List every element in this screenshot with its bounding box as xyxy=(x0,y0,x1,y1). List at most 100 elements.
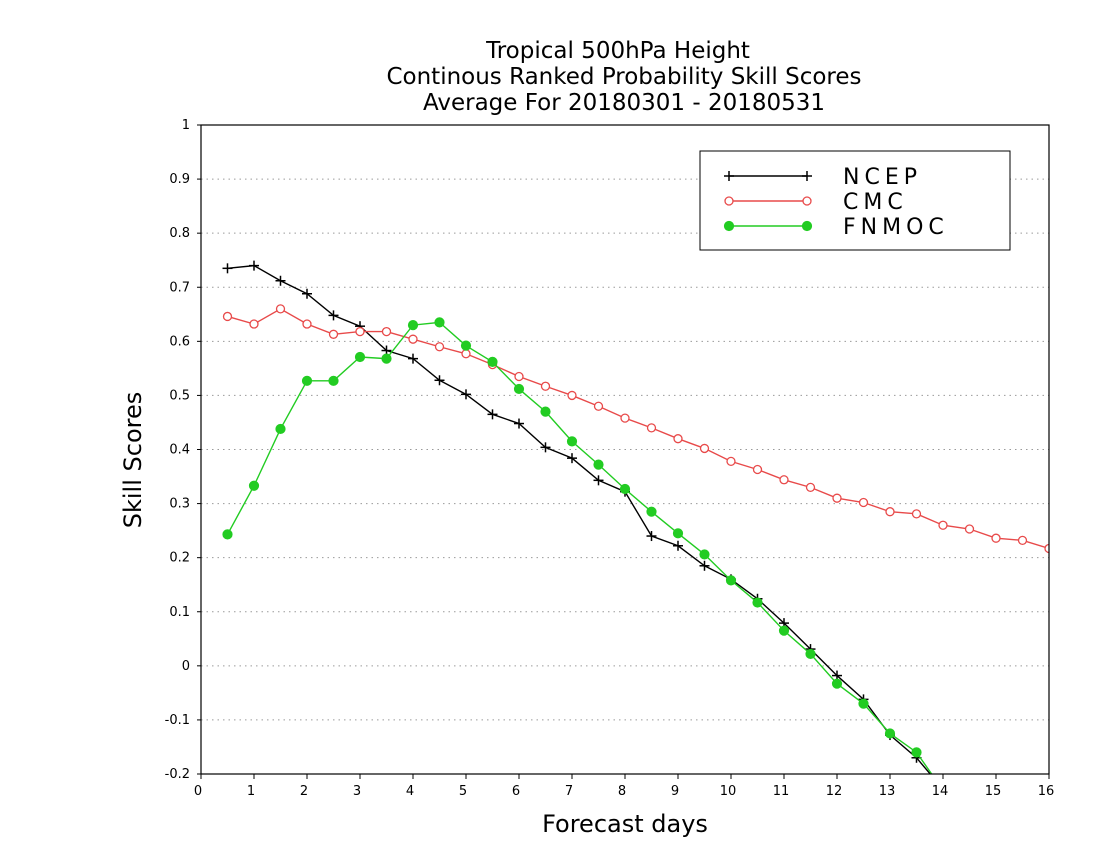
y-tick-label: 0 xyxy=(182,659,190,674)
data-point-ncep xyxy=(275,275,286,286)
data-point-cmc xyxy=(1044,543,1049,554)
y-tick-label: 0.9 xyxy=(169,172,190,187)
data-point-fnmoc xyxy=(407,320,419,331)
title-line-3: Average For 20180301 - 20180531 xyxy=(423,90,825,116)
data-point-cmc xyxy=(726,456,736,467)
x-tick-label: 12 xyxy=(826,784,843,799)
x-tick-label: 3 xyxy=(353,784,361,799)
data-point-fnmoc xyxy=(619,483,631,495)
data-point-fnmoc xyxy=(593,459,604,470)
data-point-ncep xyxy=(699,560,710,571)
y-tick-label: 0.1 xyxy=(169,605,190,620)
legend-marker-ncep xyxy=(802,171,812,181)
data-point-cmc xyxy=(461,349,471,359)
data-point-cmc xyxy=(593,401,604,411)
data-point-fnmoc xyxy=(381,353,392,364)
data-point-fnmoc xyxy=(248,480,260,491)
data-point-cmc xyxy=(222,311,233,322)
x-tick-label: 16 xyxy=(1038,784,1055,799)
data-point-cmc xyxy=(911,509,922,519)
data-point-cmc xyxy=(858,497,869,508)
x-tick-label: 1 xyxy=(247,784,255,799)
data-point-fnmoc xyxy=(566,436,578,447)
data-point-ncep xyxy=(249,260,259,271)
y-tick-label: -0.2 xyxy=(165,767,190,782)
x-tick-label: 6 xyxy=(512,784,520,799)
legend-label-fnmoc: FNMOC xyxy=(843,215,949,240)
data-point-fnmoc xyxy=(858,698,869,709)
y-tick-label: -0.1 xyxy=(165,713,190,728)
data-point-fnmoc xyxy=(725,575,737,586)
data-point-cmc xyxy=(964,524,975,534)
data-point-cmc xyxy=(832,493,842,503)
y-axis-label: Skill Scores xyxy=(119,392,147,529)
data-point-cmc xyxy=(938,520,948,530)
data-point-ncep xyxy=(222,263,233,274)
x-tick-label: 10 xyxy=(720,784,737,799)
data-point-fnmoc xyxy=(752,597,763,608)
series-line-ncep xyxy=(227,264,932,774)
legend-marker-ncep xyxy=(724,171,734,181)
title-line-2: Continous Ranked Probability Skill Score… xyxy=(386,64,861,90)
x-tick-label: 13 xyxy=(879,784,896,799)
chart-title: Tropical 500hPa Height Continous Ranked … xyxy=(386,38,861,116)
data-point-cmc xyxy=(699,443,710,454)
x-tick-label: 9 xyxy=(671,784,679,799)
legend-marker-cmc xyxy=(724,196,734,206)
series-ncep xyxy=(222,260,932,774)
y-tick-label: 0.4 xyxy=(169,443,190,458)
x-tick-label: 14 xyxy=(932,784,949,799)
series-cmc xyxy=(222,304,1049,554)
data-point-fnmoc xyxy=(301,375,313,386)
data-point-ncep xyxy=(540,442,551,453)
series-fnmoc xyxy=(222,317,933,774)
data-point-cmc xyxy=(355,326,365,337)
legend-label-cmc: CMC xyxy=(843,190,908,215)
y-tick-label: 0.2 xyxy=(169,551,190,566)
x-tick-label: 8 xyxy=(618,784,626,799)
data-point-cmc xyxy=(381,326,392,337)
data-point-fnmoc xyxy=(487,356,498,367)
data-point-fnmoc xyxy=(460,340,472,351)
plot-frame xyxy=(200,124,1050,775)
data-point-fnmoc xyxy=(354,351,366,363)
data-point-ncep xyxy=(646,531,657,542)
data-point-fnmoc xyxy=(699,549,710,560)
x-tick-label: 4 xyxy=(406,784,414,799)
y-tick-label: 0.6 xyxy=(169,334,190,349)
data-point-cmc xyxy=(540,381,551,391)
data-point-cmc xyxy=(302,319,312,329)
data-point-ncep xyxy=(408,353,418,364)
data-point-fnmoc xyxy=(646,506,657,517)
data-point-fnmoc xyxy=(540,406,551,417)
y-tick-label: 1 xyxy=(182,118,190,133)
data-point-cmc xyxy=(434,342,445,352)
data-point-ncep xyxy=(593,475,604,486)
x-tick-label: 2 xyxy=(300,784,308,799)
x-tick-label: 7 xyxy=(565,784,573,799)
data-point-fnmoc xyxy=(328,375,339,386)
legend-marker-fnmoc xyxy=(801,220,813,232)
legend-marker-fnmoc xyxy=(723,220,735,232)
legend-label-ncep: NCEP xyxy=(843,165,922,190)
data-series xyxy=(222,260,1049,774)
data-point-cmc xyxy=(1017,535,1028,546)
data-point-cmc xyxy=(249,319,259,329)
data-point-cmc xyxy=(885,507,895,517)
data-point-ncep xyxy=(328,310,339,321)
data-point-fnmoc xyxy=(884,728,896,739)
data-point-fnmoc xyxy=(275,423,286,435)
data-point-ncep xyxy=(567,453,577,464)
gridlines xyxy=(201,178,1049,721)
axis-ticks: -0.2-0.100.10.20.30.40.50.60.70.80.910 1 2… xyxy=(165,118,1055,799)
data-point-fnmoc xyxy=(911,747,922,758)
data-point-cmc xyxy=(991,533,1001,543)
data-point-fnmoc xyxy=(805,648,816,660)
data-point-cmc xyxy=(620,413,630,423)
data-point-ncep xyxy=(302,288,312,299)
data-point-cmc xyxy=(328,329,339,339)
legend-marker-cmc xyxy=(802,196,812,206)
